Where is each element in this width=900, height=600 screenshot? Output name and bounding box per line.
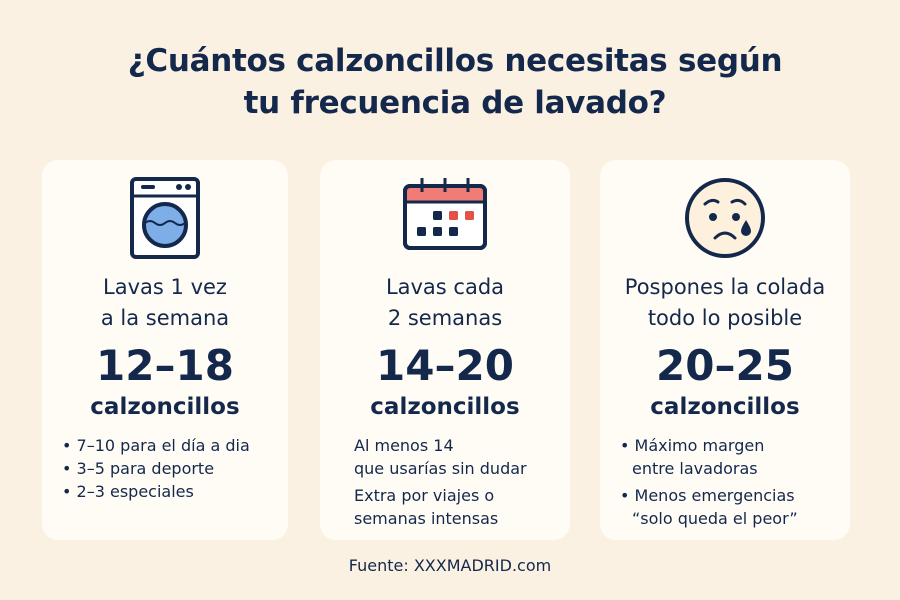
quantity-range: 12–18 bbox=[96, 341, 234, 390]
notes-list: Al menos 14 que usarías sin dudar Extra p… bbox=[354, 434, 564, 534]
list-item: Extra por viajes o semanas intensas bbox=[354, 486, 499, 528]
quantity-unit: calzoncillos bbox=[90, 394, 240, 420]
quantity-range: 14–20 bbox=[376, 341, 514, 390]
washing-machine-icon bbox=[130, 177, 200, 259]
list-item: Menos emergencias“solo queda el peor” bbox=[620, 484, 844, 530]
card-heading: Pospones la colada todo lo posible bbox=[624, 275, 826, 330]
sad-face-icon bbox=[685, 178, 765, 258]
quantity-unit: calzoncillos bbox=[370, 394, 520, 420]
card-heading: Lavas 1 vez a la semana bbox=[100, 275, 230, 330]
notes-list: 7–10 para el día a dia 3–5 para deporte … bbox=[62, 434, 282, 503]
card-weekly: Lavas 1 vez a la semana 12–18 calzoncill… bbox=[42, 160, 288, 540]
list-item: 2–3 especiales bbox=[62, 480, 282, 503]
card-biweekly: Lavas cada 2 semanas 14–20 calzoncillos … bbox=[320, 160, 570, 540]
card-postpone: Pospones la colada todo lo posible 20–25… bbox=[600, 160, 850, 540]
quantity-unit: calzoncillos bbox=[650, 394, 800, 420]
page-title: ¿Cuántos calzoncillos necesitas según tu… bbox=[127, 43, 783, 121]
quantity-range: 20–25 bbox=[656, 341, 794, 390]
calendar-icon bbox=[403, 178, 487, 250]
list-item: Al menos 14 que usarías sin dudar bbox=[354, 436, 527, 478]
list-item: 3–5 para deporte bbox=[62, 457, 282, 480]
list-item: 7–10 para el día a dia bbox=[62, 434, 282, 457]
source-credit: Fuente: XXXMADRID.com bbox=[348, 556, 552, 575]
card-heading: Lavas cada 2 semanas bbox=[385, 275, 505, 330]
